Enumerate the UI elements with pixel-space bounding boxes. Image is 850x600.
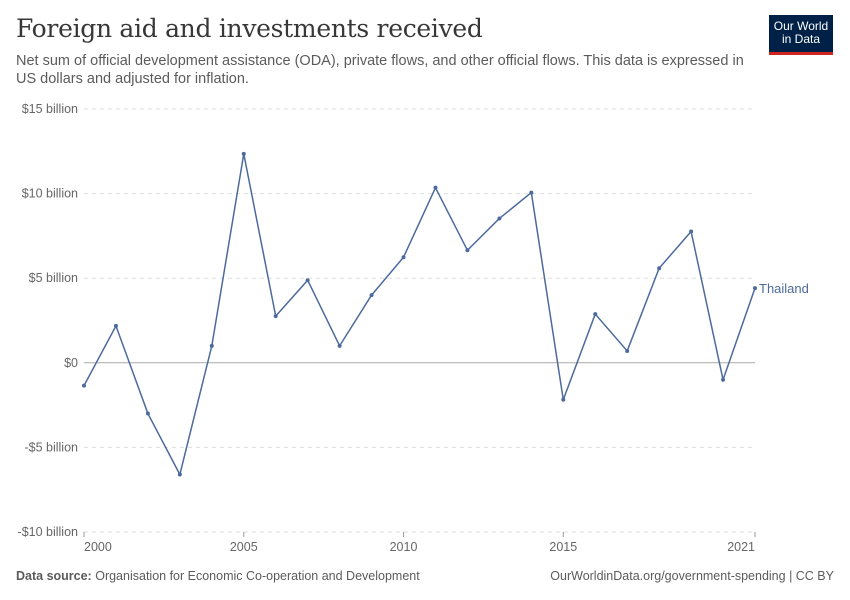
data-point: [337, 343, 342, 348]
data-point: [625, 348, 630, 353]
x-tick-label: 2015: [549, 540, 577, 554]
source-label: Data source:: [16, 569, 92, 583]
line-chart: -$10 billion -$5 billion $0 $5 billion $10 b…: [18, 102, 809, 554]
data-point: [369, 293, 374, 298]
data-point: [401, 255, 406, 260]
source-text: Organisation for Economic Co-operation a…: [95, 569, 420, 583]
y-tick-label: $15 billion: [22, 102, 78, 116]
data-point: [113, 323, 118, 328]
x-tick-label: 2005: [230, 540, 258, 554]
data-point: [657, 266, 662, 271]
logo-line-1: Our World: [773, 19, 829, 33]
y-tick-label: $5 billion: [29, 271, 78, 285]
x-tick-label: 2000: [84, 540, 112, 554]
y-tick-label: -$10 billion: [18, 525, 79, 539]
series-line-thailand: [83, 153, 756, 477]
y-tick-label: -$5 billion: [24, 440, 78, 454]
data-point: [241, 151, 246, 156]
data-source: Data source: Organisation for Economic C…: [16, 569, 420, 583]
data-point: [593, 312, 598, 317]
x-tick-label: 2010: [390, 540, 418, 554]
footer-url[interactable]: OurWorldinData.org/government-spending |…: [550, 569, 834, 583]
chart-title: Foreign aid and investments received: [16, 14, 483, 43]
chart-subtitle: Net sum of official development assistan…: [16, 53, 744, 87]
x-tick-label: 2021: [727, 540, 755, 554]
data-point: [177, 472, 182, 477]
data-point: [82, 383, 86, 388]
owid-logo[interactable]: Our World in Data: [769, 15, 833, 55]
logo-line-2: in Data: [781, 32, 821, 46]
y-tick-label: $10 billion: [22, 187, 78, 201]
data-point: [721, 377, 726, 382]
data-point: [689, 229, 694, 234]
data-point: [273, 314, 278, 319]
data-point: [529, 190, 534, 195]
data-point: [209, 343, 214, 348]
y-tick-label: $0: [64, 356, 78, 370]
data-point: [561, 397, 566, 402]
data-point: [465, 248, 470, 253]
data-point: [305, 278, 310, 283]
data-point: [753, 286, 757, 291]
data-point: [145, 411, 150, 416]
data-point: [433, 185, 438, 190]
data-point: [497, 216, 502, 221]
series-label: Thailand: [759, 281, 809, 296]
